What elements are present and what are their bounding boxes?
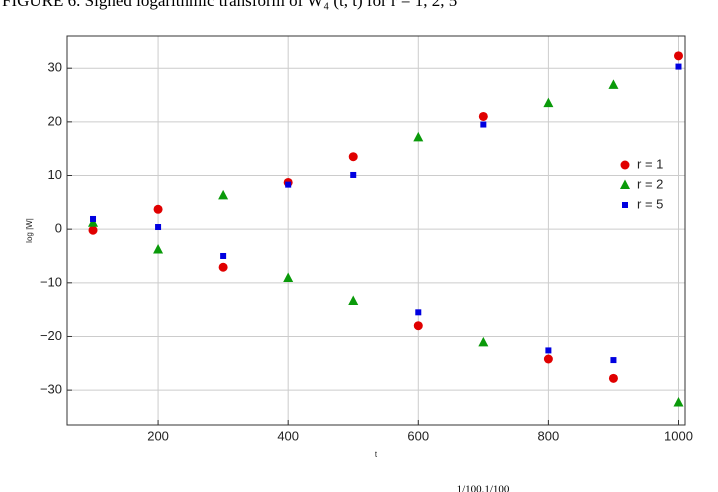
point (543, 97, 554, 108)
plot-frame (66, 35, 686, 426)
point (220, 252, 227, 259)
point (675, 63, 682, 70)
point (673, 396, 684, 407)
point (543, 354, 553, 364)
point (608, 373, 618, 383)
y-tick-label: −20 (40, 328, 62, 343)
y-tick-label: 0 (55, 221, 62, 236)
x-axis-label: t (375, 450, 378, 459)
y-tick-label: 20 (48, 113, 62, 128)
point (415, 309, 422, 316)
y-axis-label: log |W| (25, 218, 34, 243)
point (413, 131, 424, 142)
point (218, 189, 229, 200)
point (285, 181, 292, 188)
point (478, 111, 488, 121)
legend-label: r = 2 (637, 176, 663, 191)
x-tick-label: 400 (277, 428, 299, 443)
point (88, 225, 98, 235)
point (620, 179, 630, 189)
point (608, 79, 619, 89)
point (478, 336, 489, 347)
legend-label: r = 1 (637, 156, 663, 171)
point (218, 262, 228, 272)
point (620, 160, 630, 170)
y-tick-label: 30 (48, 60, 62, 75)
y-tick-label: 10 (48, 167, 62, 182)
point (153, 204, 163, 214)
caption-fragment: 1/100,1/100 (457, 484, 510, 492)
y-tick-label: −30 (40, 382, 62, 397)
x-tick-label: 1000 (664, 428, 693, 443)
x-tick-label: 600 (407, 428, 429, 443)
point (480, 121, 487, 128)
caption: FIGURE 6. Signed logarithmic transform o… (2, 0, 457, 10)
point (90, 215, 97, 222)
point (673, 51, 683, 61)
y-tick-label: −10 (40, 274, 62, 289)
point (283, 272, 294, 282)
point (622, 202, 628, 208)
point (413, 321, 423, 331)
legend-label: r = 5 (637, 196, 663, 211)
point (88, 217, 99, 227)
point (348, 152, 358, 162)
x-tick-label: 200 (147, 428, 169, 443)
point (155, 224, 162, 231)
point (350, 171, 357, 178)
x-tick-label: 800 (538, 428, 560, 443)
point (610, 357, 617, 364)
point (348, 295, 359, 306)
point (545, 347, 552, 354)
point (153, 244, 164, 254)
